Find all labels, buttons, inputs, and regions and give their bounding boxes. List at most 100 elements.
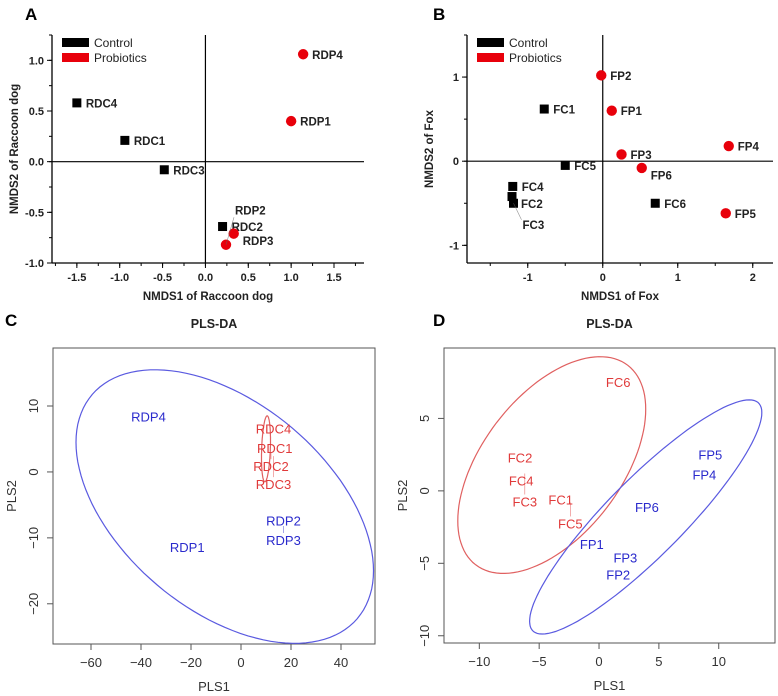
panel-a: A -1.5 -1.0 -0.5 0.0 0.5 1.0 1.5 -1.0 -0.5 0.0 0.5 1… [9,5,364,303]
confidence-ellipse-control [457,356,647,574]
point-label: RDC2 [232,222,263,234]
point-fp4 [723,140,734,152]
point-label: RDP1 [300,117,331,129]
x-tick-label: 0 [237,655,244,670]
point-label: FC3 [523,220,545,232]
y-axis-title: NMDS2 of Raccoon dog [9,84,21,214]
sample-label-fc4: FC4 [509,473,534,488]
x-tick-label: 1.5 [326,272,341,284]
y-axis-title: PLS2 [395,480,410,512]
panel-b: B -1 0 1 2 -1 0 1 NMDS1 of Fox NMDS2 of Fox Contro… [424,5,773,303]
x-tick-label: −60 [80,655,102,670]
point-label: FP4 [738,142,760,154]
y-tick-label: 1 [453,72,459,84]
panel-letter: A [25,5,37,24]
point-rdc3 [159,165,169,175]
x-tick-label: 5 [655,654,662,669]
point-fc1 [539,104,549,114]
point-fp2 [596,70,607,81]
x-tick-label: 2 [750,272,756,284]
sample-label-fp2: FP2 [606,568,630,583]
y-tick-label: −5 [417,556,432,571]
y-tick-label: 0.0 [29,157,44,169]
x-axis-title: NMDS1 of Raccoon dog [143,291,273,303]
point-rdp1 [285,115,297,127]
x-tick-label: 1 [675,272,681,284]
y-tick-label: −10 [26,527,41,549]
legend-label: Control [94,36,133,50]
point-label: RDC4 [86,98,118,110]
point-fp3 [616,149,627,160]
x-tick-label: -1.0 [110,272,129,284]
legend-label: Control [509,36,548,50]
x-axis-title: PLS1 [594,678,626,693]
x-tick-label: −5 [532,654,547,669]
sample-label-fc3: FC3 [513,494,538,509]
y-axis-title: PLS2 [4,480,19,512]
plot-frame [443,347,776,644]
plot-frame [52,347,376,645]
x-tick-label: 0 [600,272,606,284]
point-label: RDC3 [173,165,204,177]
point-fc4 [508,181,518,191]
label-leader-line [225,217,235,245]
sample-label-rdp4: RDP4 [131,410,166,425]
panel-d: D PLS-DA −10 −5 0 5 10 −10 −5 0 5 PLS1 PLS2 FC6 FC2 FC4… [395,311,776,693]
legend-label: Probiotics [509,51,562,65]
legend-swatch-probiotics [477,53,504,62]
x-tick-label: 0.5 [241,272,256,284]
point-fc2 [507,192,517,202]
sample-label-fp6: FP6 [635,500,659,515]
panel-letter: C [5,311,17,330]
point-label: FP3 [631,150,652,162]
x-axis-title: NMDS1 of Fox [581,291,660,303]
y-tick-label: 1.0 [29,55,44,67]
y-tick-label: 0 [26,468,41,475]
x-tick-label: 0.0 [198,272,213,284]
sample-label-rdp2: RDP2 [266,514,301,529]
label-leader-line [513,203,522,220]
point-label: FC1 [553,105,575,117]
point-rdp4 [297,49,309,60]
point-fp5 [720,208,731,219]
chart-title: PLS-DA [586,317,633,331]
y-tick-label: 10 [26,399,41,413]
panel-letter: B [433,5,445,24]
y-tick-label: -0.5 [25,207,44,219]
y-axis-title: NMDS2 of Fox [424,109,436,188]
point-label: RDC1 [134,136,166,148]
point-label: FC5 [574,161,596,173]
y-tick-label: −20 [26,593,41,615]
point-fp1 [606,105,617,116]
point-label: RDP2 [235,205,266,217]
sample-label-fp3: FP3 [613,551,637,566]
y-tick-label: 5 [417,415,432,422]
sample-label-fc1: FC1 [548,493,573,508]
confidence-ellipse-probiotics [528,399,763,635]
point-label: FC2 [521,199,543,211]
x-tick-label: −40 [130,655,152,670]
x-tick-label: -1.5 [67,272,86,284]
confidence-ellipse-control [260,415,272,483]
x-axis-title: PLS1 [198,679,230,694]
sample-label-rdc2: RDC2 [253,459,288,474]
x-tick-label: -0.5 [153,272,172,284]
sample-label-fp1: FP1 [580,537,604,552]
x-tick-label: −20 [180,655,202,670]
point-label: RDP3 [243,236,274,248]
sample-label-fc6: FC6 [606,375,631,390]
sample-label-rdp1: RDP1 [170,540,205,555]
x-tick-label: 40 [334,655,348,670]
x-tick-label: 10 [712,654,726,669]
point-rdp3 [228,228,239,239]
x-tick-label: -1 [523,272,533,284]
legend-swatch-control [477,38,504,47]
sample-label-rdp3: RDP3 [266,533,301,548]
legend-swatch-control [62,38,89,47]
point-label: RDP4 [312,50,343,62]
x-tick-label: 20 [284,655,298,670]
point-fc6 [650,198,660,208]
chart-title: PLS-DA [191,317,238,331]
